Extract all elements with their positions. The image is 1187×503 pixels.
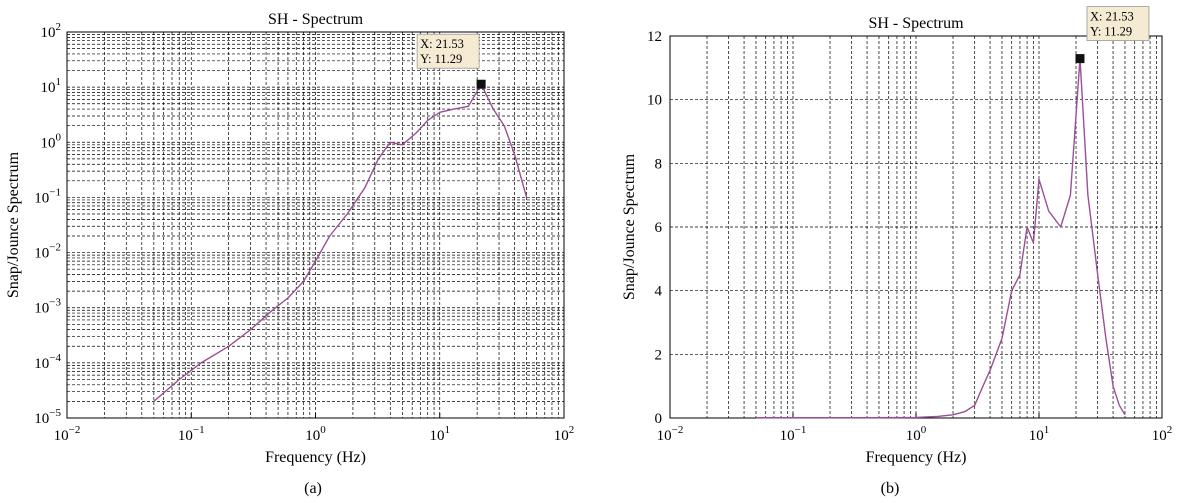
x-tick-labels: 10−2 10−1 100 101 102 bbox=[657, 413, 1173, 444]
x-tick-label: 10−2 bbox=[54, 424, 81, 444]
y-tick-label: 100 bbox=[41, 131, 62, 151]
spectrum-series-line bbox=[153, 83, 528, 402]
datatip-box: X: 21.53Y: 11.29 bbox=[1086, 6, 1150, 42]
y-tick-label: 10−3 bbox=[34, 297, 61, 317]
panel-a-caption: (a) bbox=[304, 480, 322, 497]
x-tick-label: 10−2 bbox=[657, 424, 684, 444]
x-tick-label: 101 bbox=[1029, 424, 1050, 444]
chart-title: SH - Spectrum bbox=[268, 11, 364, 28]
x-tick-label: 100 bbox=[906, 424, 927, 444]
y-axis-label: Snap/Jounce Spectrum bbox=[5, 151, 22, 298]
y-tick-labels: 0 2 4 6 8 10 12 bbox=[647, 29, 663, 427]
datatip-marker bbox=[1075, 54, 1085, 64]
y-axis-label: Snap/Jounce Spectrum bbox=[621, 153, 638, 300]
x-tick-label: 102 bbox=[554, 424, 575, 444]
x-axis-label: Frequency (Hz) bbox=[265, 449, 366, 466]
x-axis-label: Frequency (Hz) bbox=[866, 449, 967, 466]
spectrum-series-line bbox=[756, 57, 1126, 419]
x-tick-label: 101 bbox=[430, 424, 451, 444]
y-tick-label: 6 bbox=[655, 220, 663, 236]
spectrum-chart-loglog: 10−2 10−1 100 101 102 10−5 10−4 10−3 10−2 10−1 100… bbox=[5, 11, 575, 466]
datatip-marker bbox=[476, 79, 486, 89]
y-tick-label: 2 bbox=[655, 347, 663, 363]
y-tick-label: 0 bbox=[655, 411, 663, 427]
datatip-box: X: 21.53Y: 11.29 bbox=[416, 33, 480, 69]
y-tick-label: 4 bbox=[655, 284, 663, 300]
x-tick-label: 10−1 bbox=[780, 424, 807, 444]
y-tick-label: 10−4 bbox=[34, 352, 61, 372]
datatip-y-text: Y: 11.29 bbox=[420, 52, 462, 66]
y-tick-label: 102 bbox=[41, 21, 62, 41]
datatip-background bbox=[1086, 6, 1150, 42]
datatip-x-text: X: 21.53 bbox=[420, 37, 464, 51]
y-tick-label: 10 bbox=[647, 93, 662, 109]
datatip-x-text: X: 21.53 bbox=[1090, 10, 1134, 24]
grid bbox=[670, 36, 1162, 418]
chart-title: SH - Spectrum bbox=[868, 15, 964, 32]
x-tick-labels: 10−2 10−1 100 101 102 bbox=[54, 413, 575, 444]
datatip-y-text: Y: 11.29 bbox=[1090, 25, 1132, 39]
spectrum-chart-semilog: 10−2 10−1 100 101 102 0 2 4 6 8 10 12 SH - Spectrum F… bbox=[621, 6, 1173, 466]
x-tick-label: 102 bbox=[1152, 424, 1173, 444]
y-tick-label: 10−1 bbox=[34, 186, 61, 206]
datatip-background bbox=[416, 33, 480, 69]
y-tick-label: 101 bbox=[41, 76, 62, 96]
x-tick-label: 10−1 bbox=[178, 424, 205, 444]
panel-b: 10−2 10−1 100 101 102 0 2 4 6 8 10 12 SH - Spectrum F… bbox=[594, 0, 1187, 503]
panel-b-caption: (b) bbox=[880, 480, 900, 497]
y-tick-label: 10−5 bbox=[34, 407, 61, 427]
y-tick-label: 10−2 bbox=[34, 242, 61, 262]
panel-a: 10−2 10−1 100 101 102 10−5 10−4 10−3 10−2 10−1 100… bbox=[5, 11, 575, 497]
y-tick-label: 8 bbox=[655, 156, 663, 172]
grid bbox=[67, 32, 564, 418]
y-tick-label: 12 bbox=[647, 29, 662, 45]
y-tick-labels: 10−5 10−4 10−3 10−2 10−1 100 101 102 bbox=[34, 21, 61, 427]
x-tick-label: 100 bbox=[305, 424, 326, 444]
